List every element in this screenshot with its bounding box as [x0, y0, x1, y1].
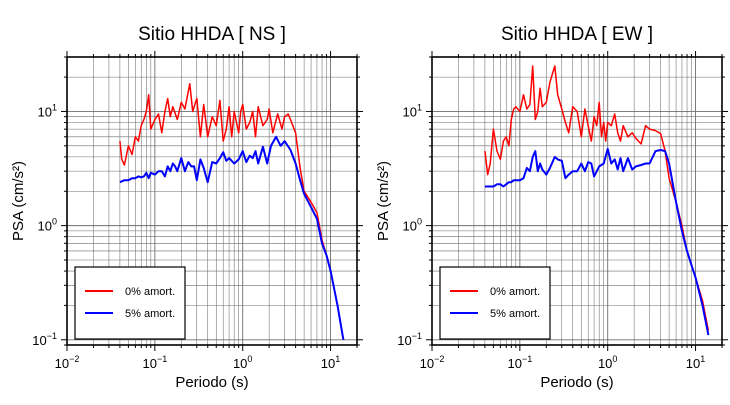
x-tick-label-base: 10	[598, 356, 612, 371]
x-tick-label: 10−2	[55, 354, 80, 371]
y-axis-label: PSA (cm/s²)	[10, 161, 27, 241]
y-tick-label-exponent: 1	[52, 102, 57, 112]
y-tick-label-base: 10	[403, 219, 417, 234]
y-tick-label-base: 10	[38, 219, 52, 234]
series-line-2	[484, 147, 710, 336]
y-tick-label: 100	[38, 217, 57, 234]
plot-frame	[431, 56, 723, 346]
legend-label-2: 5% amort.	[490, 308, 540, 320]
x-tick-label-base: 10	[233, 356, 247, 371]
x-tick-label-exponent: −1	[157, 354, 167, 364]
x-tick-label-base: 10	[686, 356, 700, 371]
y-tick-label: 10−1	[397, 331, 422, 348]
x-tick-label-exponent: 1	[335, 354, 340, 364]
x-tick-label-exponent: 0	[612, 354, 617, 364]
legend-label-1: 0% amort.	[490, 286, 540, 298]
y-tick-label-exponent: 1	[417, 102, 422, 112]
x-tick-label: 101	[686, 354, 705, 371]
x-tick-label-base: 10	[507, 356, 521, 371]
y-axis-label: PSA (cm/s²)	[375, 161, 392, 241]
legend-box	[74, 266, 186, 340]
x-tick-label-base: 10	[321, 356, 335, 371]
x-tick-label: 10−1	[142, 354, 167, 371]
chart-title: Sitio HHDA [ EW ]	[501, 24, 653, 45]
series-line-1	[119, 82, 345, 340]
legend-label-1: 0% amort.	[125, 286, 175, 298]
y-tick-label-base: 10	[32, 333, 46, 348]
x-tick-label: 10−1	[507, 354, 532, 371]
y-tick-label-base: 10	[38, 104, 52, 119]
y-tick-label: 101	[403, 102, 422, 119]
chart-title: Sitio HHDA [ NS ]	[138, 24, 286, 45]
y-tick-label-base: 10	[397, 333, 411, 348]
x-tick-label: 10−2	[420, 354, 445, 371]
x-tick-label: 100	[598, 354, 617, 371]
x-tick-label-exponent: −1	[522, 354, 532, 364]
legend-box	[439, 266, 551, 340]
x-axis-label: Periodo (s)	[175, 374, 248, 391]
plot-frame	[66, 56, 358, 346]
x-tick-label: 101	[321, 354, 340, 371]
y-tick-label: 10−1	[32, 331, 57, 348]
x-tick-label: 100	[233, 354, 252, 371]
legend: 0% amort. 5% amort.	[74, 266, 186, 340]
series-line-1	[484, 65, 710, 331]
x-tick-label-exponent: 1	[700, 354, 705, 364]
legend-label-2: 5% amort.	[125, 308, 175, 320]
y-tick-label-base: 10	[403, 104, 417, 119]
x-axis-label: Periodo (s)	[540, 374, 613, 391]
x-tick-label-base: 10	[142, 356, 156, 371]
x-tick-label-exponent: −2	[69, 354, 79, 364]
y-tick-label: 100	[403, 217, 422, 234]
x-tick-label-base: 10	[55, 356, 69, 371]
grid-lines	[66, 56, 358, 346]
x-tick-label-exponent: 0	[247, 354, 252, 364]
y-tick-label-exponent: 0	[52, 217, 57, 227]
y-tick-label-exponent: −1	[47, 331, 57, 341]
y-tick-label-exponent: 0	[417, 217, 422, 227]
y-tick-label-exponent: −1	[412, 331, 422, 341]
x-tick-label-exponent: −2	[434, 354, 444, 364]
legend: 0% amort. 5% amort.	[439, 266, 551, 340]
y-tick-label: 101	[38, 102, 57, 119]
x-tick-label-base: 10	[420, 356, 434, 371]
series-line-2	[119, 135, 345, 340]
